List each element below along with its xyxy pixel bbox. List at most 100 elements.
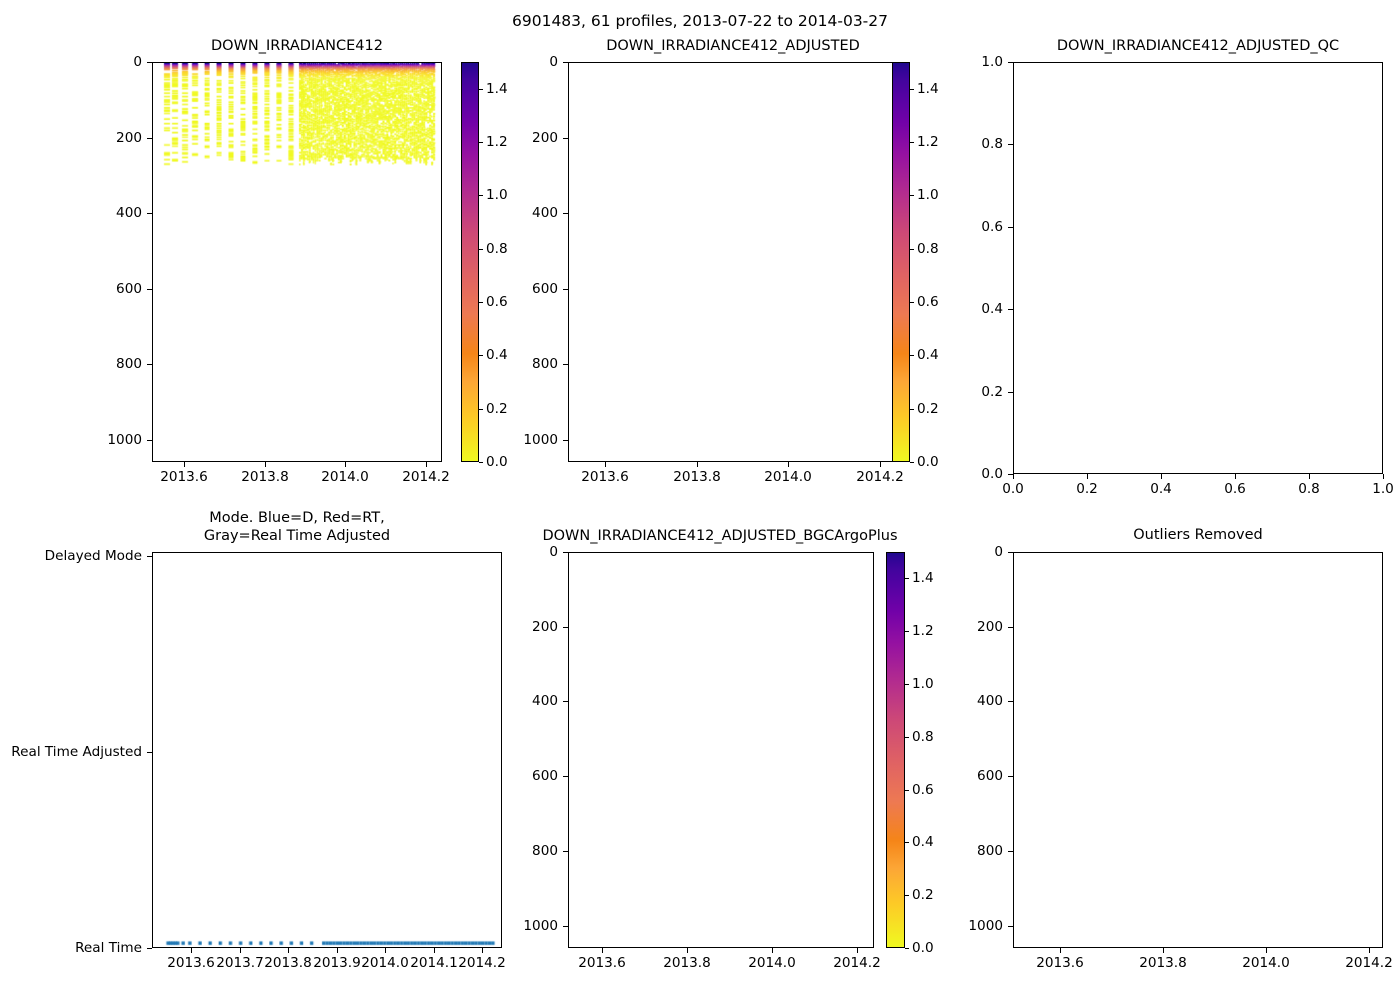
colorbar-tick <box>910 248 914 250</box>
colorbar-tick <box>905 948 909 950</box>
ytick-label: 400 <box>532 205 558 221</box>
ytick-mark <box>1008 776 1013 778</box>
ytick-mark <box>563 137 568 139</box>
xtick-label: 0.2 <box>1076 481 1098 497</box>
ytick-mark <box>563 288 568 290</box>
colorbar-tick <box>910 88 914 90</box>
xtick-label: 2013.6 <box>160 469 208 485</box>
ytick-mark <box>563 850 568 852</box>
ytick-mark <box>147 948 152 950</box>
xtick-mark <box>772 948 774 953</box>
xtick-mark <box>1309 474 1311 479</box>
xtick-mark <box>857 948 859 953</box>
heatmap-canvas-down-irradiance412 <box>153 63 441 461</box>
ytick-mark <box>1008 226 1013 228</box>
ytick-mark <box>147 213 152 215</box>
plot-area-mode[interactable] <box>152 552 502 948</box>
xtick-label: 2013.7 <box>216 955 264 971</box>
colorbar-down-irradiance412-adjusted[interactable] <box>892 62 910 462</box>
colorbar-down-irradiance412[interactable] <box>461 62 479 462</box>
colorbar-label: 0.4 <box>486 347 508 364</box>
colorbar-tick <box>479 462 483 464</box>
colorbar-label: 1.4 <box>917 80 939 97</box>
xtick-mark <box>605 462 607 467</box>
xtick-mark <box>880 462 882 467</box>
ytick-mark <box>147 752 152 754</box>
colorbar-tick <box>905 736 909 738</box>
colorbar-tick <box>910 195 914 197</box>
colorbar-tick <box>479 408 483 410</box>
ytick-mark <box>1008 626 1013 628</box>
plot-area-down-irradiance412-adjusted[interactable] <box>568 62 898 462</box>
ytick-mark <box>147 556 152 558</box>
colorbar-tick <box>905 578 909 580</box>
plot-area-down-irradiance412[interactable] <box>152 62 442 462</box>
ytick-mark <box>147 62 152 64</box>
colorbar-label: 0.8 <box>917 240 939 257</box>
colorbar-tick <box>479 355 483 357</box>
ytick-label: 800 <box>532 842 558 859</box>
colorbar-tick <box>910 408 914 410</box>
xtick-mark <box>687 948 689 953</box>
ytick-label: 1000 <box>107 431 142 448</box>
colorbar-label: 1.2 <box>917 134 939 150</box>
colorbar-tick <box>479 248 483 250</box>
xtick-mark <box>602 948 604 953</box>
colorbar-label: 0.8 <box>912 728 934 745</box>
xtick-label: 2013.9 <box>313 955 361 971</box>
xtick-label: 2014.0 <box>764 469 812 485</box>
plot-area-down-irradiance412-adjusted-qc[interactable] <box>1013 62 1383 474</box>
xtick-label: 2014.2 <box>1345 955 1393 971</box>
ytick-mark <box>147 288 152 290</box>
colorbar-label: 1.0 <box>912 676 934 692</box>
colorbar-label: 1.0 <box>486 187 508 204</box>
colorbar-label: 0.4 <box>912 834 934 851</box>
ytick-mark <box>563 552 568 554</box>
colorbar-label: 0.2 <box>486 400 508 417</box>
colorbar-tick <box>910 462 914 464</box>
ytick-mark <box>147 137 152 139</box>
colorbar-bgcargoplus[interactable] <box>886 552 905 948</box>
xtick-mark <box>1383 474 1385 479</box>
colorbar-tick <box>905 631 909 633</box>
colorbar-label: 1.2 <box>486 134 508 150</box>
colorbar-label: 0.0 <box>486 454 508 470</box>
ytick-mark <box>1008 552 1013 554</box>
ytick-label: 800 <box>532 356 558 372</box>
xtick-label: 2013.6 <box>581 469 629 485</box>
ytick-label-real-time: Real Time <box>75 940 142 956</box>
xtick-mark <box>1235 474 1237 479</box>
colorbar-tick <box>905 842 909 844</box>
xtick-mark <box>337 948 339 953</box>
plot-area-bgcargoplus[interactable] <box>568 552 874 948</box>
panel-title-down-irradiance412-adjusted-qc: DOWN_IRRADIANCE412_ADJUSTED_QC <box>1056 38 1340 54</box>
ytick-label: 200 <box>532 618 558 635</box>
xtick-mark <box>788 462 790 467</box>
xtick-label: 2013.8 <box>663 955 711 971</box>
xtick-mark <box>1163 948 1165 953</box>
xtick-mark <box>240 948 242 953</box>
panel-title-down-irradiance412-adjusted: DOWN_IRRADIANCE412_ADJUSTED <box>606 38 860 54</box>
xtick-label: 2014.0 <box>361 955 409 971</box>
ytick-label: 0 <box>549 54 558 70</box>
ytick-label: 400 <box>977 693 1003 710</box>
ytick-mark <box>1008 474 1013 476</box>
ytick-label: 800 <box>116 356 142 372</box>
xtick-label: 2014.2 <box>856 469 904 485</box>
xtick-mark <box>697 462 699 467</box>
xtick-mark <box>184 462 186 467</box>
xtick-mark <box>482 948 484 953</box>
xtick-label: 2014.0 <box>1242 955 1290 971</box>
ytick-mark <box>563 626 568 628</box>
ytick-label: 0.6 <box>981 218 1003 235</box>
ytick-label: 200 <box>532 129 558 146</box>
xtick-label: 2013.6 <box>1036 955 1084 971</box>
colorbar-tick <box>905 789 909 791</box>
ytick-label: 600 <box>532 768 558 785</box>
xtick-mark <box>1369 948 1371 953</box>
ytick-mark <box>1008 701 1013 703</box>
plot-area-outliers-removed[interactable] <box>1013 552 1383 948</box>
ytick-mark <box>563 213 568 215</box>
colorbar-label: 1.2 <box>912 623 934 640</box>
ytick-mark <box>563 925 568 927</box>
